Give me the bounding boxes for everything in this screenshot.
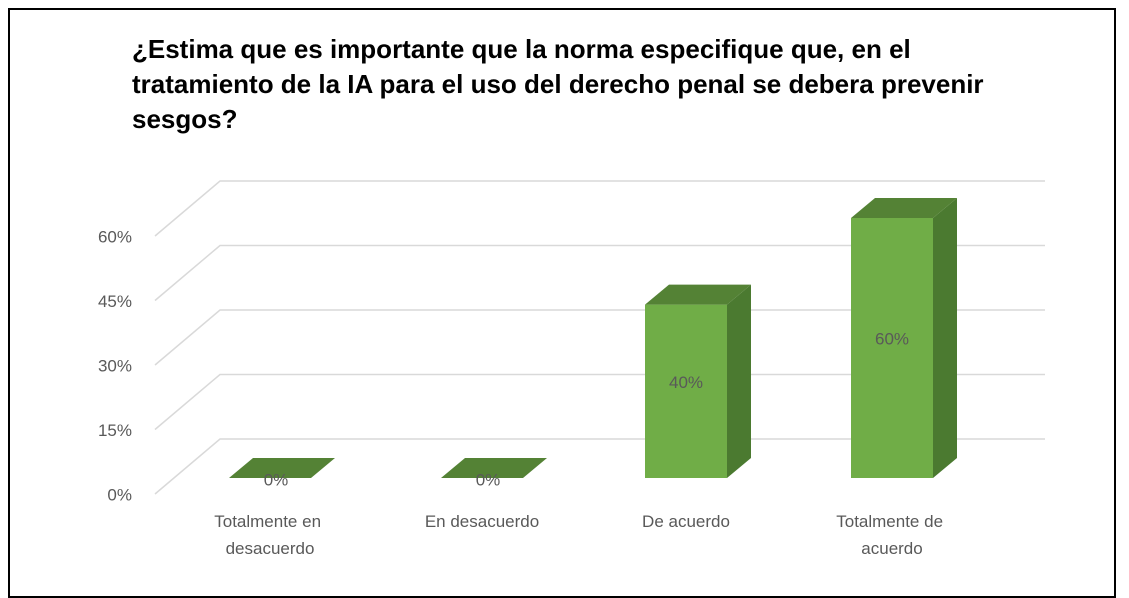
bar <box>441 458 547 478</box>
bar <box>851 198 957 478</box>
y-tick-label: 30% <box>98 356 132 375</box>
chart-title: ¿Estima que es importante que la norma e… <box>132 34 984 134</box>
value-label: 0% <box>476 470 501 489</box>
bar-side <box>933 198 957 478</box>
value-label: 60% <box>875 329 909 348</box>
bar <box>645 284 751 478</box>
bar-top <box>441 458 547 478</box>
bar <box>229 458 335 478</box>
bar-side <box>727 284 751 478</box>
y-tick-label: 60% <box>98 227 132 246</box>
y-tick-label: 15% <box>98 421 132 440</box>
x-tick-label: Totalmente en desacuerdo <box>214 512 326 558</box>
grid-line <box>154 244 1045 302</box>
y-tick-label: 0% <box>107 485 132 504</box>
grid-line <box>154 373 1045 431</box>
bar-front <box>645 304 727 478</box>
bar-front <box>851 218 933 478</box>
grid-line <box>154 180 1045 237</box>
x-tick-label: Totalmente de acuerdo <box>836 512 948 558</box>
bar-top <box>851 198 957 218</box>
grid-line <box>154 309 1045 366</box>
bar-top <box>229 458 335 478</box>
x-tick-label: De acuerdo <box>642 512 730 531</box>
value-label: 0% <box>264 470 289 489</box>
x-tick-label: En desacuerdo <box>425 512 539 531</box>
value-label: 40% <box>669 373 703 392</box>
bar-top <box>645 284 751 305</box>
y-tick-label: 45% <box>98 292 132 311</box>
grid-line <box>154 438 1045 495</box>
chart: 0% 15% 30% 45% 60% Totalmente en desacuerdo 0%… <box>98 180 1045 558</box>
